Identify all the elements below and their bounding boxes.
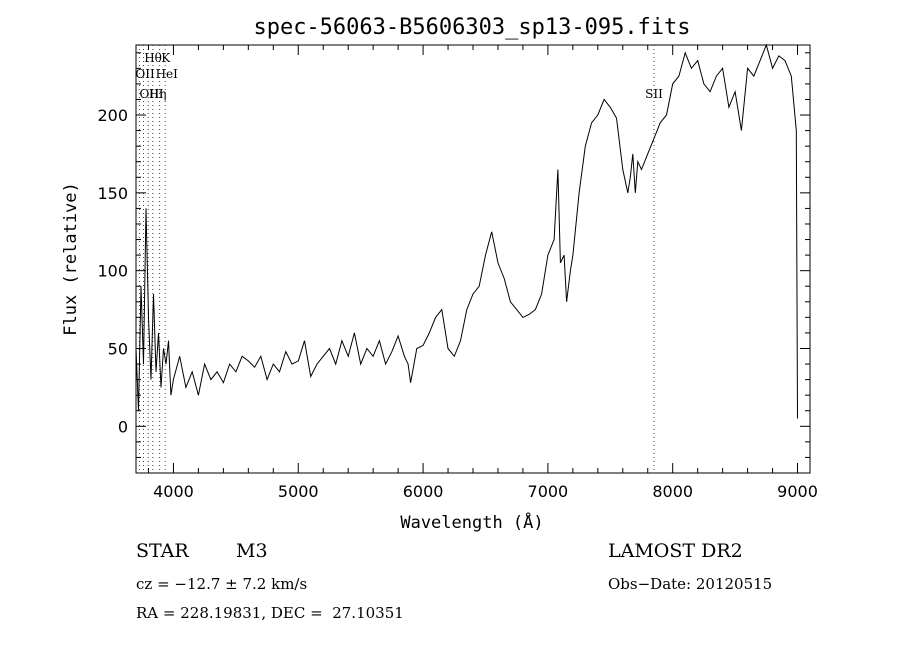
spectral-line-label: HeI [156, 67, 179, 81]
x-tick-label: 5000 [278, 482, 319, 501]
y-tick-label: 100 [97, 262, 128, 281]
line-markers [138, 45, 655, 473]
y-tick-label: 150 [97, 184, 128, 203]
object-subclass: M3 [236, 540, 268, 562]
y-tick-label: 200 [97, 106, 128, 125]
spectral-line-label: OIII [139, 87, 163, 101]
plot-frame [135, 44, 811, 474]
x-tick-label: 8000 [652, 482, 693, 501]
x-tick-label: 7000 [528, 482, 569, 501]
observation-date: Obs−Date: 20120515 [608, 575, 773, 593]
x-tick-label: 9000 [777, 482, 818, 501]
spectral-line-label: SII [645, 87, 663, 101]
x-axis-ticks: 4000 5000 6000 7000 8000 9000 [147, 45, 818, 501]
chart-title: spec-56063-B5606303_sp13-095.fits [253, 15, 690, 40]
spectral-line-label: Hθ [144, 51, 162, 65]
x-tick-label: 6000 [403, 482, 444, 501]
survey-name: LAMOST DR2 [608, 540, 743, 562]
x-tick-label: 4000 [153, 482, 194, 501]
redshift-cz: cz = −12.7 ± 7.2 km/s [136, 575, 308, 593]
spectral-line-label: K [161, 51, 171, 65]
spectral-line-label: Hη [149, 87, 167, 101]
spectral-line-label: OII [135, 67, 155, 81]
y-tick-label: 0 [118, 417, 128, 436]
y-tick-label: 50 [108, 339, 128, 358]
y-axis-label: Flux (relative) [61, 182, 81, 336]
object-class: STAR [136, 540, 189, 562]
y-axis-ticks: 0 50 100 150 200 [97, 52, 810, 458]
spectrum-line [135, 43, 798, 419]
ra-dec-coords: RA = 228.19831, DEC = 27.10351 [136, 604, 404, 622]
x-axis-label: Wavelength (Å) [400, 511, 543, 533]
